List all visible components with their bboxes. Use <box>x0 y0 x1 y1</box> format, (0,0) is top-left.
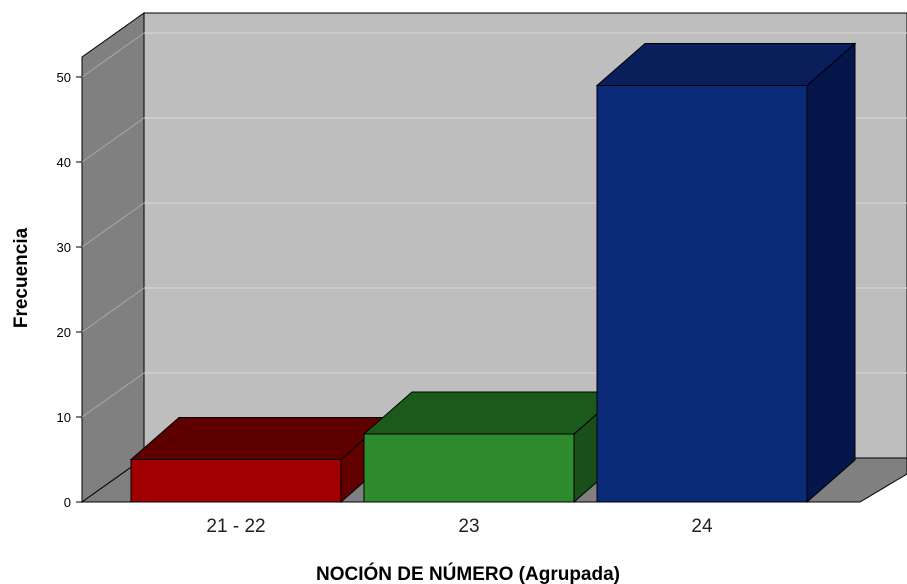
x-axis-ticks: 21 - 22 23 24 <box>206 516 713 537</box>
y-tick-label: 10 <box>57 410 71 425</box>
y-axis-title: Frecuencia <box>11 227 32 328</box>
x-tick-label: 23 <box>458 516 479 537</box>
gridline-side <box>81 32 145 78</box>
gridline-side <box>81 117 145 163</box>
gridline-side <box>81 372 145 418</box>
bar <box>596 85 808 503</box>
x-tick-label: 21 - 22 <box>206 516 265 537</box>
side-wall <box>81 12 145 503</box>
x-tick-label: 24 <box>691 516 713 537</box>
bar <box>363 433 575 503</box>
y-tick-label: 20 <box>57 325 71 340</box>
y-tick-label: 0 <box>64 495 71 510</box>
gridline-side <box>81 287 145 333</box>
bars <box>129 42 857 504</box>
x-axis-title: NOCIÓN DE NÚMERO (Agrupada) <box>316 563 620 584</box>
y-tick-label: 30 <box>57 240 71 255</box>
gridline-side <box>81 202 145 248</box>
y-tick-label: 50 <box>57 70 71 85</box>
y-tick-label: 40 <box>57 155 71 170</box>
bar <box>130 459 342 503</box>
y-axis-ticks: 0 10 20 30 40 50 <box>57 70 82 510</box>
bar-side <box>806 42 856 504</box>
